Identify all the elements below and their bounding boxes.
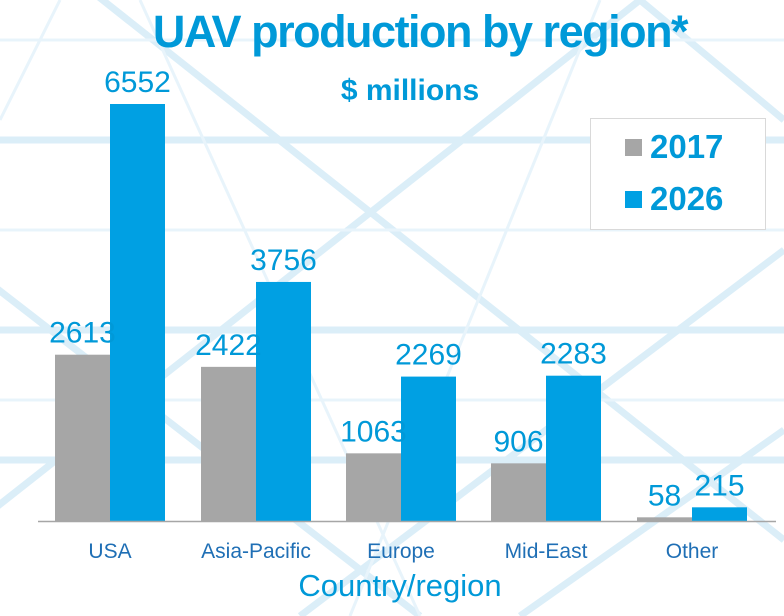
legend-label-2017: 2017 xyxy=(650,128,724,165)
category-label-other: Other xyxy=(666,540,719,563)
bar-mid-east-2017 xyxy=(491,463,546,521)
data-label-asia-pacific-2017: 2422 xyxy=(195,329,262,362)
data-label-europe-2026: 2269 xyxy=(395,339,462,372)
bar-other-2026 xyxy=(692,507,747,521)
bar-asia-pacific-2026 xyxy=(256,281,311,521)
data-label-mid-east-2017: 906 xyxy=(493,425,543,458)
bar-usa-2026 xyxy=(110,104,165,521)
bar-mid-east-2026 xyxy=(546,375,601,521)
legend-label-2026: 2026 xyxy=(650,180,724,217)
legend-swatch-2026 xyxy=(625,190,642,208)
category-label-usa: USA xyxy=(88,540,131,563)
data-label-other-2017: 58 xyxy=(648,479,681,512)
data-label-europe-2017: 1063 xyxy=(340,415,407,448)
bar-asia-pacific-2017 xyxy=(201,366,256,521)
category-labels-group: USA Asia-Pacific Europe Mid-East Other xyxy=(88,540,718,563)
data-label-other-2026: 215 xyxy=(694,469,744,502)
data-labels-group: 2613 6552 2422 3756 1063 2269 906 2283 58 215 xyxy=(49,66,744,512)
bar-europe-2026 xyxy=(401,376,456,521)
bar-other-2017 xyxy=(637,517,692,521)
bars-group xyxy=(55,104,747,521)
data-label-mid-east-2026: 2283 xyxy=(540,338,607,371)
x-axis-title: Country/region xyxy=(298,568,502,603)
data-label-asia-pacific-2026: 3756 xyxy=(250,244,317,277)
bar-europe-2017 xyxy=(346,453,401,521)
chart-title: UAV production by region* xyxy=(152,6,689,57)
legend-item-2017: 2017 xyxy=(625,127,723,167)
legend-swatch-2017 xyxy=(625,138,642,156)
data-label-usa-2017: 2613 xyxy=(49,317,116,350)
data-label-usa-2026: 6552 xyxy=(104,66,171,99)
legend: 2017 2026 xyxy=(590,118,766,230)
bar-usa-2017 xyxy=(55,354,110,521)
category-label-europe: Europe xyxy=(367,540,435,563)
category-label-asia-pacific: Asia-Pacific xyxy=(201,540,311,563)
category-label-mid-east: Mid-East xyxy=(505,540,588,563)
legend-item-2026: 2026 xyxy=(625,179,723,219)
chart-subtitle: $ millions xyxy=(340,74,480,107)
